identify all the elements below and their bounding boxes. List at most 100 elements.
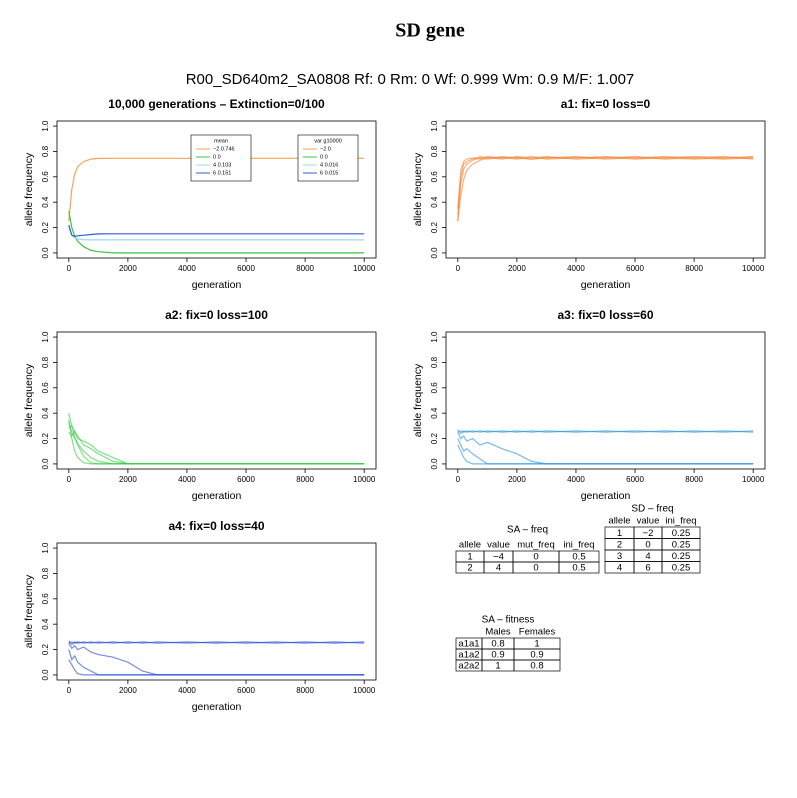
y-tick-label: 0.0 bbox=[41, 247, 50, 259]
table-cell-text: a1a1 bbox=[458, 639, 479, 650]
x-tick-label: 0 bbox=[67, 264, 72, 273]
x-tick-label: 2000 bbox=[119, 475, 137, 484]
x-tick-label: 2000 bbox=[119, 686, 137, 695]
series-line bbox=[457, 444, 754, 465]
plot-frame bbox=[56, 542, 377, 681]
plot-frame bbox=[56, 120, 377, 259]
x-tick-label: 8000 bbox=[685, 264, 703, 273]
subtitle: R00_SD640m2_SA0808 Rf: 0 Rm: 0 Wf: 0.999… bbox=[186, 71, 635, 88]
x-axis-label: generation bbox=[192, 279, 242, 291]
y-tick-label: 0.4 bbox=[430, 407, 439, 419]
table-cell-text: 0.25 bbox=[672, 551, 691, 562]
y-tick-label: 0.2 bbox=[41, 432, 50, 444]
chart-title: a1: fix=0 loss=0 bbox=[561, 97, 651, 111]
page-title: SD gene bbox=[395, 20, 465, 42]
series-line bbox=[457, 155, 754, 215]
legend-title: var g10000 bbox=[314, 138, 342, 144]
x-tick-label: 10000 bbox=[353, 475, 376, 484]
chart-title: 10,000 generations – Extinction=0/100 bbox=[108, 97, 325, 111]
table-header: mut_freq bbox=[517, 540, 555, 551]
x-tick-label: 0 bbox=[67, 475, 72, 484]
legend-title: mean bbox=[214, 138, 228, 144]
x-axis-label: generation bbox=[192, 490, 242, 502]
y-tick-label: 1.0 bbox=[430, 120, 439, 132]
x-tick-label: 8000 bbox=[296, 264, 314, 273]
table-cell bbox=[661, 561, 701, 574]
table-cell-text: 0.25 bbox=[672, 539, 691, 550]
table-header: allele bbox=[459, 540, 481, 551]
table-cell-text: 1 bbox=[617, 528, 622, 539]
series-line bbox=[457, 155, 754, 209]
table-cell-text: 4 bbox=[645, 551, 650, 562]
x-tick-label: 2000 bbox=[508, 475, 526, 484]
table-cell bbox=[513, 659, 561, 672]
y-tick-label: 0.8 bbox=[41, 567, 50, 579]
y-tick-label: 1.0 bbox=[430, 331, 439, 343]
table-cell-text: −4 bbox=[493, 552, 504, 563]
y-tick-label: 1.0 bbox=[41, 331, 50, 343]
series-line bbox=[457, 431, 754, 465]
y-tick-label: 0.6 bbox=[41, 593, 50, 605]
table-cell-text: a2a2 bbox=[458, 661, 479, 672]
table-cell bbox=[558, 561, 600, 574]
x-tick-label: 4000 bbox=[567, 264, 585, 273]
table-cell-text: −2 bbox=[643, 528, 654, 539]
y-axis-label: allele frequency bbox=[23, 574, 35, 648]
legend-label: 4 0.103 bbox=[213, 162, 231, 168]
series-line bbox=[68, 640, 365, 646]
table-header: value bbox=[487, 540, 510, 551]
table-header: Females bbox=[519, 627, 556, 638]
table-cell-text: 4 bbox=[496, 563, 501, 574]
table-header: ini_freq bbox=[665, 516, 696, 527]
table-cell-text: 0.5 bbox=[572, 563, 585, 574]
table-cell-text: 0.8 bbox=[491, 639, 504, 650]
x-tick-label: 0 bbox=[67, 686, 72, 695]
series-line bbox=[457, 429, 754, 435]
table-cell-text: 0.5 bbox=[572, 552, 585, 563]
table-cell-text: 2 bbox=[467, 563, 472, 574]
x-tick-label: 8000 bbox=[296, 686, 314, 695]
series-line bbox=[68, 659, 365, 676]
table-cell-text: 1 bbox=[495, 661, 500, 672]
table-cell-text: 0 bbox=[533, 552, 538, 563]
series-line bbox=[457, 155, 754, 222]
legend-label: 4 0.016 bbox=[320, 162, 338, 168]
y-tick-label: 0.0 bbox=[41, 458, 50, 470]
y-tick-label: 1.0 bbox=[41, 120, 50, 132]
chart-title: a3: fix=0 loss=60 bbox=[557, 308, 653, 322]
series-line bbox=[457, 438, 754, 465]
x-tick-label: 10000 bbox=[353, 264, 376, 273]
legend-label: 0 0 bbox=[320, 154, 328, 160]
x-tick-label: 8000 bbox=[296, 475, 314, 484]
table-cell-text: 0.8 bbox=[530, 661, 543, 672]
plot-frame bbox=[445, 331, 766, 470]
table-cell-text: 0.9 bbox=[491, 650, 504, 661]
table-cell-text: 1 bbox=[534, 639, 539, 650]
table-header: Males bbox=[485, 627, 511, 638]
series-line bbox=[68, 227, 365, 241]
y-tick-label: 1.0 bbox=[41, 542, 50, 554]
y-tick-label: 0.6 bbox=[41, 382, 50, 394]
x-tick-label: 10000 bbox=[353, 686, 376, 695]
y-tick-label: 0.6 bbox=[41, 171, 50, 183]
x-tick-label: 10000 bbox=[742, 475, 765, 484]
legend-label: 0 0 bbox=[213, 154, 221, 160]
y-tick-label: 0.0 bbox=[430, 247, 439, 259]
series-line bbox=[68, 642, 365, 676]
y-axis-label: allele frequency bbox=[412, 152, 424, 226]
x-tick-label: 10000 bbox=[742, 264, 765, 273]
y-tick-label: 0.8 bbox=[430, 356, 439, 368]
table-cell-text: 3 bbox=[617, 551, 622, 562]
table-cell-text: 0 bbox=[533, 563, 538, 574]
table-header: ini_freq bbox=[563, 540, 594, 551]
series-line bbox=[68, 210, 365, 254]
plot-frame bbox=[56, 331, 377, 470]
table-title: SA – fitness bbox=[482, 615, 535, 626]
series-line bbox=[457, 155, 754, 222]
table-cell-text: 4 bbox=[617, 562, 622, 573]
legend-label: −2 0 bbox=[320, 146, 331, 152]
y-tick-label: 0.2 bbox=[430, 221, 439, 233]
y-tick-label: 0.4 bbox=[41, 618, 50, 630]
series-line bbox=[68, 413, 365, 465]
